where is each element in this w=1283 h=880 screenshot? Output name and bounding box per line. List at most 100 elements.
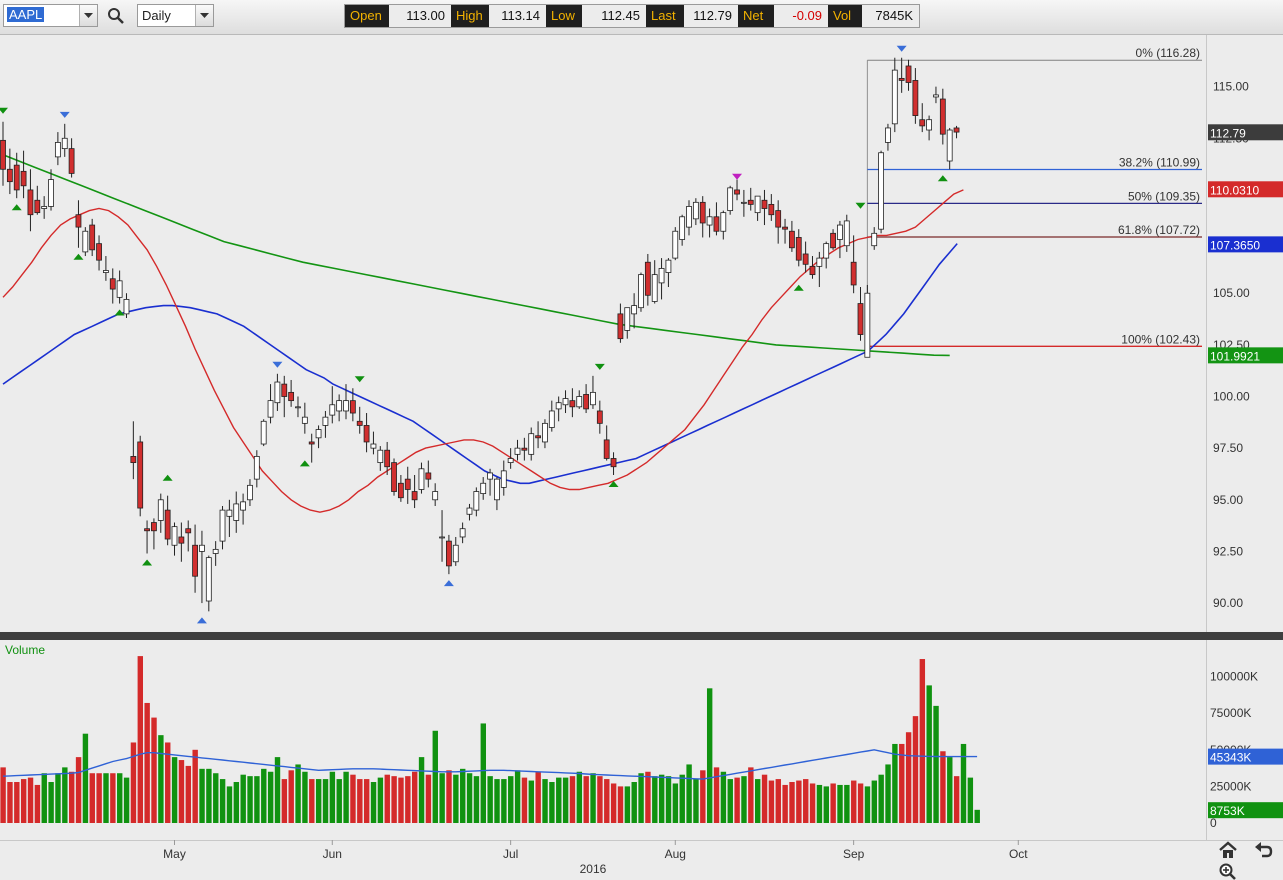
volume-bar-down xyxy=(185,765,192,823)
pivot-high-marker xyxy=(732,173,743,180)
candle-down xyxy=(734,189,740,195)
candle-up xyxy=(885,127,891,143)
volume-bar-up xyxy=(377,777,384,823)
candle-down xyxy=(308,441,315,445)
quote-high-value: 113.14 xyxy=(489,5,546,27)
volume-bar-up xyxy=(329,771,336,823)
volume-bar-up xyxy=(247,776,253,823)
candle-down xyxy=(583,394,589,410)
volume-bar-up xyxy=(480,723,486,823)
candle-up xyxy=(562,398,569,406)
candle-up xyxy=(82,230,89,253)
volume-bar-down xyxy=(768,780,775,823)
fib-level-label: 61.8% (107.72) xyxy=(1118,223,1200,237)
volume-bar-up xyxy=(336,779,342,823)
x-tick-label: Aug xyxy=(665,847,686,861)
pivot-low-marker xyxy=(793,284,804,291)
candle-down xyxy=(384,449,391,468)
candle-up xyxy=(638,274,644,309)
interval-dropdown-button[interactable] xyxy=(195,5,213,26)
volume-bar-up xyxy=(556,777,562,823)
candle-up xyxy=(871,232,878,247)
symbol-dropdown-button[interactable] xyxy=(79,5,97,26)
x-tick-label: Jul xyxy=(503,847,518,861)
candle-down xyxy=(281,383,288,397)
undo-icon[interactable] xyxy=(1254,841,1274,859)
candle-up xyxy=(295,406,301,409)
candle-up xyxy=(528,433,535,455)
year-label: 2016 xyxy=(580,862,607,876)
volume-bar-up xyxy=(871,780,878,823)
volume-bar-up xyxy=(727,779,733,823)
chart-area[interactable]: 115.00112.50110.00107.50105.00102.50100.… xyxy=(0,35,1283,880)
volume-bar-down xyxy=(521,777,528,823)
candle-up xyxy=(727,187,734,211)
volume-chart[interactable]: Volume100000K75000K50000K25000K045343K87… xyxy=(0,640,1283,880)
volume-bar-down xyxy=(398,777,404,823)
pivot-high-marker xyxy=(354,376,365,383)
candle-down xyxy=(747,199,754,205)
candle-up xyxy=(542,422,548,443)
home-icon[interactable] xyxy=(1218,841,1238,859)
volume-bar-down xyxy=(857,783,864,823)
volume-bar-down xyxy=(178,760,185,823)
price-y-tick-label: 115.00 xyxy=(1213,80,1249,94)
candle-up xyxy=(205,557,212,602)
candle-down xyxy=(411,491,418,501)
volume-bar-down xyxy=(940,751,946,823)
volume-indicator-label-bg xyxy=(1208,748,1283,765)
candle-up xyxy=(329,404,336,416)
volume-bar-up xyxy=(55,773,61,823)
candle-up xyxy=(466,507,473,515)
volume-bar-down xyxy=(363,779,370,823)
ma-long-line xyxy=(2,154,950,357)
volume-bar-down xyxy=(809,783,816,823)
pivot-high-marker xyxy=(594,363,605,370)
interval-select[interactable]: Daily xyxy=(137,4,214,27)
quote-vol-value: 7845K xyxy=(862,5,919,27)
volume-ma-line xyxy=(2,749,978,780)
symbol-input[interactable]: AAPL xyxy=(3,4,98,27)
volume-bar-down xyxy=(14,782,20,823)
candle-down xyxy=(178,536,185,544)
zoom-in-icon[interactable] xyxy=(1218,862,1238,880)
volume-bar-down xyxy=(912,716,919,823)
volume-bar-down xyxy=(75,757,82,823)
candle-up xyxy=(123,299,130,315)
volume-bar-down xyxy=(713,767,720,823)
ma-mid-line xyxy=(2,243,958,485)
volume-bar-down xyxy=(96,773,102,823)
candle-up xyxy=(41,206,48,209)
candle-up xyxy=(624,307,631,331)
volume-bar-up xyxy=(967,777,974,823)
candle-down xyxy=(96,243,102,261)
quote-open-value: 113.00 xyxy=(389,5,451,27)
pane-divider[interactable] xyxy=(0,632,1283,640)
candle-up xyxy=(301,416,308,424)
volume-bar-up xyxy=(590,773,596,823)
quote-last-value: 112.79 xyxy=(684,5,738,27)
candle-up xyxy=(679,216,686,240)
price-chart[interactable]: 115.00112.50110.00107.50105.00102.50100.… xyxy=(0,35,1283,632)
volume-bar-down xyxy=(734,777,740,823)
volume-bar-up xyxy=(974,809,980,823)
candle-up xyxy=(946,129,953,162)
price-y-tick-label: 105.00 xyxy=(1213,286,1250,300)
volume-bar-down xyxy=(919,659,926,823)
indicator-price-label-bg xyxy=(1208,181,1283,198)
quote-high-label: High xyxy=(451,5,489,27)
volume-bar-up xyxy=(48,782,54,823)
price-y-tick-label: 92.50 xyxy=(1213,544,1243,558)
volume-bar-up xyxy=(562,777,569,823)
ma-short-line xyxy=(2,189,964,513)
pivot-low-marker xyxy=(299,460,310,467)
candle-up xyxy=(576,396,583,408)
volume-bar-up xyxy=(672,783,679,823)
search-button[interactable] xyxy=(106,6,126,26)
volume-bar-down xyxy=(412,771,418,823)
pivot-low-marker xyxy=(196,617,207,624)
volume-bar-up xyxy=(837,784,843,823)
symbol-value[interactable]: AAPL xyxy=(7,7,45,22)
candle-down xyxy=(20,170,27,187)
candle-down xyxy=(27,189,34,216)
